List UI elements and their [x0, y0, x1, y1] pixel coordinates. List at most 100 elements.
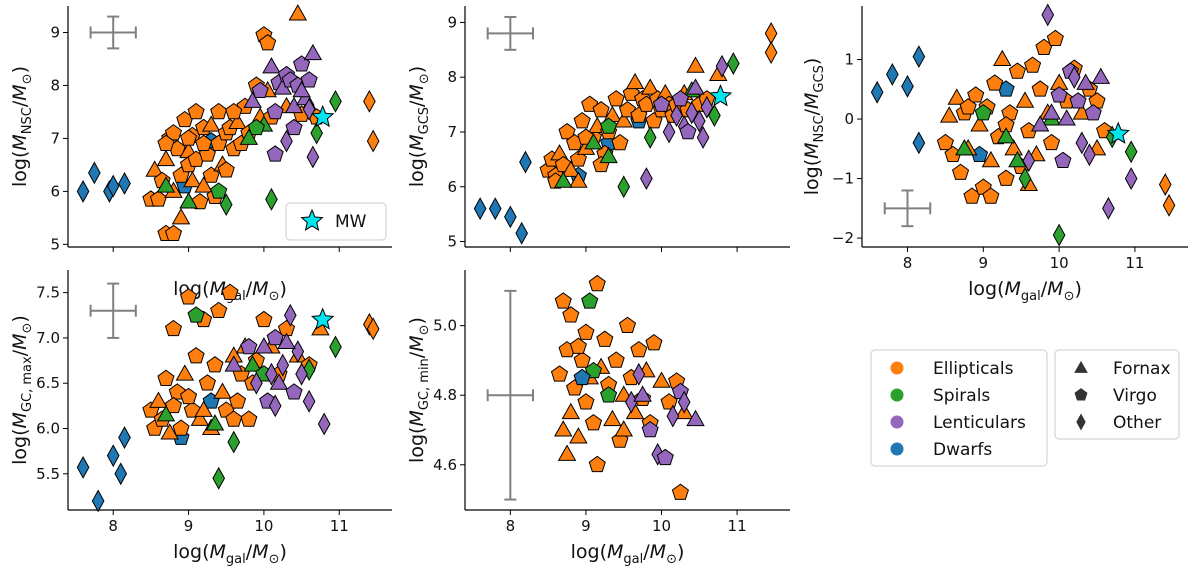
data-point-ellipticals-pentagon: [172, 419, 190, 436]
data-point-ellipticals-triangle: [557, 444, 577, 461]
data-point-spirals-triangle: [584, 133, 603, 150]
data-point-ellipticals-diamond: [366, 317, 380, 341]
data-point-spirals-diamond: [1124, 140, 1138, 164]
data-point-dwarfs-diamond: [515, 221, 529, 245]
data-point-ellipticals-triangle: [947, 88, 967, 105]
data-point-ellipticals-pentagon: [210, 102, 228, 120]
data-point-lenticulars-diamond: [1102, 196, 1115, 220]
y-tick-label: 8: [447, 68, 457, 86]
data-point-spirals-diamond: [329, 89, 342, 113]
data-point-lenticulars-pentagon: [266, 102, 284, 120]
y-tick-label: 6.5: [36, 374, 60, 392]
data-point-lenticulars-triangle: [224, 355, 244, 372]
data-point-dwarfs-diamond: [106, 444, 120, 468]
data-point-ellipticals-pentagon: [951, 163, 970, 180]
type-legend: Ellipticals Spirals Lenticulars Dwarfs: [870, 349, 1048, 467]
data-point-lenticulars-diamond: [265, 362, 278, 386]
data-point-lenticulars-pentagon: [679, 122, 697, 140]
data-point-lenticulars-triangle: [1091, 67, 1111, 84]
data-point-spirals-pentagon: [581, 292, 599, 309]
data-point-ellipticals-triangle: [625, 72, 645, 90]
data-point-lenticulars-diamond: [692, 109, 706, 133]
data-point-lenticulars-pentagon: [641, 420, 659, 438]
data-point-ellipticals-pentagon: [164, 396, 183, 414]
legend-dot-dwarfs: [890, 442, 904, 456]
data-point-ellipticals-triangle: [213, 382, 232, 399]
data-point-lenticulars-pentagon: [1069, 92, 1087, 109]
data-point-lenticulars-diamond: [1041, 3, 1055, 27]
data-point-ellipticals-pentagon: [157, 369, 175, 386]
y-tick-label: 9: [447, 13, 457, 31]
data-point-ellipticals-pentagon: [149, 190, 167, 207]
data-point-spirals-pentagon: [187, 306, 205, 323]
data-point-lenticulars-pentagon: [300, 71, 318, 88]
data-point-spirals-diamond: [643, 126, 657, 149]
data-point-spirals-diamond: [329, 335, 342, 359]
data-point-ellipticals-triangle: [553, 420, 573, 437]
data-point-lenticulars-diamond: [715, 54, 729, 78]
data-point-ellipticals-pentagon: [577, 393, 595, 410]
milky-way-star: [310, 307, 335, 330]
milky-way-star: [310, 104, 335, 128]
data-point-lenticulars-pentagon: [240, 337, 258, 355]
data-point-ellipticals-triangle: [640, 78, 660, 95]
data-point-spirals-triangle: [553, 171, 573, 188]
data-point-lenticulars-pentagon: [1050, 86, 1068, 103]
data-point-ellipticals-pentagon: [596, 330, 614, 347]
data-point-ellipticals-triangle: [288, 4, 308, 21]
data-point-lenticulars-triangle: [277, 332, 296, 349]
data-point-dwarfs-diamond: [76, 179, 90, 203]
data-point-spirals-diamond: [708, 104, 721, 127]
data-point-lenticulars-diamond: [283, 303, 297, 327]
data-point-ellipticals-triangle: [1004, 139, 1023, 156]
data-point-ellipticals-pentagon: [573, 351, 591, 368]
y-tick-label: 4.8: [433, 386, 457, 404]
data-point-spirals-pentagon: [974, 104, 992, 121]
panel-gcmax: 8 9 10 11 5.5 6.0 6.5 7.0 7.5 log(Mgal/M⊙) log(MGC…: [9, 270, 392, 567]
data-point-ellipticals-triangle: [939, 106, 959, 123]
data-point-ellipticals-pentagon: [1024, 56, 1042, 73]
x-tick-label: 10: [1050, 254, 1069, 272]
legend-label-fornax: Fornax: [1113, 359, 1171, 379]
data-point-dwarfs-diamond: [114, 462, 128, 486]
data-point-lenticulars-diamond: [302, 389, 316, 413]
typical-error-bar: [486, 15, 535, 51]
data-point-ellipticals-triangle: [970, 115, 989, 132]
data-point-ellipticals-triangle: [569, 171, 588, 188]
data-point-spirals-diamond: [212, 466, 226, 490]
y-axis-title: log(MGC, min/M⊙): [406, 317, 432, 463]
data-point-lenticulars-diamond: [1067, 65, 1081, 89]
data-point-spirals-diamond: [302, 358, 316, 382]
data-point-spirals-diamond: [227, 430, 241, 454]
data-point-lenticulars-triangle: [633, 385, 652, 402]
data-point-dwarfs-diamond: [91, 489, 105, 513]
y-axis-title: log(MNSC/MGCS): [801, 58, 827, 196]
data-point-lenticulars-triangle: [262, 57, 281, 74]
data-point-lenticulars-diamond: [666, 404, 680, 428]
data-point-spirals-triangle: [599, 146, 618, 164]
data-point-ellipticals-diamond: [764, 21, 778, 45]
y-axis-title: log(MGCS/M⊙): [406, 66, 432, 187]
data-point-ellipticals-pentagon: [179, 129, 198, 146]
data-point-ellipticals-pentagon: [191, 192, 209, 210]
legend-dot-ellipticals: [890, 361, 904, 375]
data-point-spirals-diamond: [310, 121, 323, 145]
data-point-spirals-triangle: [156, 405, 176, 422]
data-point-ellipticals-diamond: [363, 89, 376, 113]
data-point-ellipticals-pentagon: [588, 455, 606, 473]
data-point-ellipticals-pentagon: [959, 98, 977, 115]
y-tick-label: 5: [447, 233, 457, 251]
data-point-ellipticals-pentagon: [206, 356, 224, 373]
data-point-spirals-pentagon: [210, 182, 228, 199]
data-point-ellipticals-triangle: [194, 400, 213, 417]
data-point-lenticulars-triangle: [243, 91, 262, 108]
y-tick-label: 7.0: [36, 329, 60, 347]
data-point-ellipticals-triangle: [194, 176, 213, 193]
y-tick-label: 5.5: [36, 465, 60, 483]
y-tick-label: 8: [50, 76, 60, 94]
data-point-ellipticals-triangle: [145, 160, 164, 177]
data-point-lenticulars-pentagon: [652, 95, 671, 112]
data-point-lenticulars-diamond: [1075, 131, 1089, 155]
data-point-ellipticals-triangle: [190, 409, 210, 426]
